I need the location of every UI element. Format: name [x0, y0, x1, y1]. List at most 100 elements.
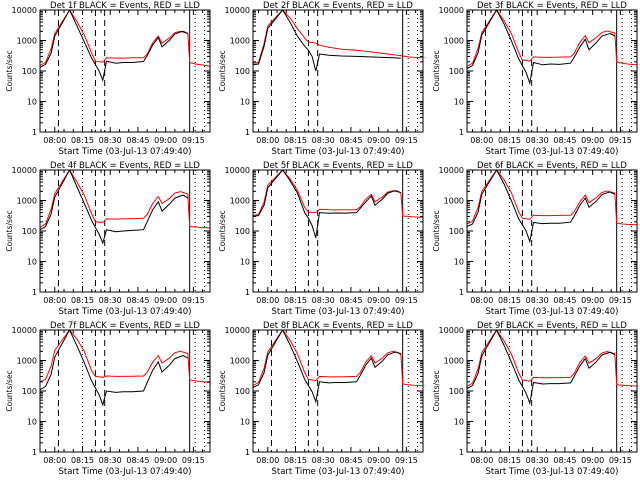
- panel-det-2: Det 2f BLACK = Events, RED = LLD 1 10 100 10…: [218, 1, 424, 157]
- panel-det-6: Det 6f BLACK = Events, RED = LLD 1 10 100 10…: [432, 161, 638, 317]
- x-tick-label: 08:15: [284, 136, 307, 145]
- x-axis-label: Start Time (03-Jul-13 07:49:40): [486, 467, 619, 477]
- x-tick-label: 08:45: [553, 136, 576, 145]
- y-tick-label: 1: [32, 288, 37, 297]
- series-line-red: [467, 170, 637, 226]
- series-group: [253, 170, 423, 238]
- panel-det-8: Det 8f BLACK = Events, RED = LLD 1 10 100 10…: [218, 321, 424, 477]
- x-tick-label: 09:15: [182, 456, 205, 465]
- series-line-black: [40, 170, 189, 245]
- x-tick-label: 08:15: [284, 296, 307, 305]
- x-tick-label: 08:45: [339, 136, 362, 145]
- y-tick-label: 1: [459, 448, 464, 457]
- x-tick-label: 09:00: [154, 456, 177, 465]
- x-tick-label: 09:15: [609, 136, 632, 145]
- y-tick-label: 10: [240, 98, 250, 107]
- y-tick-label: 10000: [439, 6, 464, 15]
- x-tick-label: 09:15: [395, 456, 418, 465]
- y-axis-label: Counts/sec: [5, 210, 14, 251]
- x-tick-label: 08:30: [99, 456, 122, 465]
- x-tick-label: 09:00: [154, 296, 177, 305]
- x-tick-label: 09:15: [182, 296, 205, 305]
- x-tick-label: 08:15: [71, 136, 94, 145]
- y-tick-label: 100: [449, 67, 464, 76]
- y-tick-label: 1: [32, 128, 37, 137]
- y-tick-label: 10000: [12, 326, 37, 335]
- y-tick-label: 1000: [230, 197, 250, 206]
- x-axis-label: Start Time (03-Jul-13 07:49:40): [272, 307, 405, 317]
- series-line-red: [467, 10, 637, 67]
- x-tick-label: 09:00: [154, 136, 177, 145]
- panel-title: Det 4f BLACK = Events, RED = LLD: [50, 161, 200, 171]
- y-tick-label: 100: [235, 387, 250, 396]
- series-line-red: [40, 10, 210, 67]
- x-axis-label: Start Time (03-Jul-13 07:49:40): [486, 147, 619, 157]
- series-line-black: [467, 330, 616, 405]
- y-tick-label: 1000: [230, 357, 250, 366]
- y-tick-label: 1: [459, 128, 464, 137]
- x-tick-label: 08:15: [498, 456, 521, 465]
- y-tick-label: 10000: [225, 6, 250, 15]
- x-tick-label: 08:30: [312, 296, 335, 305]
- y-tick-label: 10000: [439, 326, 464, 335]
- x-tick-label: 08:45: [126, 456, 149, 465]
- x-tick-label: 09:00: [581, 296, 604, 305]
- panel-det-3: Det 3f BLACK = Events, RED = LLD 1 10 100 10…: [432, 1, 638, 157]
- series-line-black: [253, 330, 402, 404]
- x-tick-label: 09:15: [395, 136, 418, 145]
- x-axis-label: Start Time (03-Jul-13 07:49:40): [59, 147, 192, 157]
- series-line-red: [253, 10, 423, 64]
- x-tick-label: 08:00: [470, 296, 493, 305]
- y-axis-label: Counts/sec: [432, 370, 441, 411]
- y-axis-label: Counts/sec: [218, 210, 227, 251]
- series-line-red: [40, 170, 210, 229]
- y-tick-label: 1000: [444, 197, 464, 206]
- x-tick-label: 09:15: [609, 296, 632, 305]
- y-tick-label: 1000: [444, 37, 464, 46]
- x-tick-label: 08:45: [339, 456, 362, 465]
- series-group: [40, 330, 210, 407]
- plot-frame: [466, 169, 638, 293]
- series-group: [253, 10, 423, 72]
- x-tick-label: 08:30: [99, 136, 122, 145]
- plot-frame: [39, 329, 211, 453]
- series-line-red: [40, 330, 210, 383]
- y-axis-label: Counts/sec: [5, 370, 14, 411]
- x-tick-label: 08:00: [256, 136, 279, 145]
- series-line-red: [253, 170, 423, 218]
- x-tick-label: 08:00: [43, 296, 66, 305]
- x-tick-label: 09:00: [367, 296, 390, 305]
- y-tick-label: 100: [22, 387, 37, 396]
- plot-frame: [252, 9, 424, 133]
- y-tick-label: 100: [22, 67, 37, 76]
- x-tick-label: 09:00: [367, 456, 390, 465]
- series-group: [467, 170, 637, 244]
- x-tick-label: 08:30: [526, 296, 549, 305]
- y-tick-label: 10: [27, 98, 37, 107]
- plot-frame: [466, 329, 638, 453]
- y-tick-label: 100: [235, 67, 250, 76]
- y-tick-label: 10: [240, 258, 250, 267]
- x-tick-label: 08:00: [470, 136, 493, 145]
- x-tick-label: 08:00: [256, 296, 279, 305]
- panel-det-5: Det 5f BLACK = Events, RED = LLD 1 10 100 10…: [218, 161, 424, 317]
- panel-title: Det 2f BLACK = Events, RED = LLD: [263, 1, 413, 11]
- panel-title: Det 9f BLACK = Events, RED = LLD: [477, 321, 627, 331]
- y-tick-label: 1000: [17, 37, 37, 46]
- series-line-red: [253, 330, 423, 387]
- series-line-black: [253, 170, 401, 238]
- x-tick-label: 08:15: [284, 456, 307, 465]
- panel-title: Det 7f BLACK = Events, RED = LLD: [50, 321, 200, 331]
- y-tick-label: 100: [235, 227, 250, 236]
- y-tick-label: 100: [22, 227, 37, 236]
- x-axis-label: Start Time (03-Jul-13 07:49:40): [59, 467, 192, 477]
- y-tick-label: 10000: [12, 166, 37, 175]
- y-axis-label: Counts/sec: [432, 210, 441, 251]
- x-tick-label: 08:00: [470, 456, 493, 465]
- x-tick-label: 08:30: [99, 296, 122, 305]
- x-axis-label: Start Time (03-Jul-13 07:49:40): [272, 147, 405, 157]
- x-tick-label: 08:15: [498, 136, 521, 145]
- panel-title: Det 6f BLACK = Events, RED = LLD: [477, 161, 627, 171]
- x-tick-label: 09:15: [395, 296, 418, 305]
- x-tick-label: 08:00: [256, 456, 279, 465]
